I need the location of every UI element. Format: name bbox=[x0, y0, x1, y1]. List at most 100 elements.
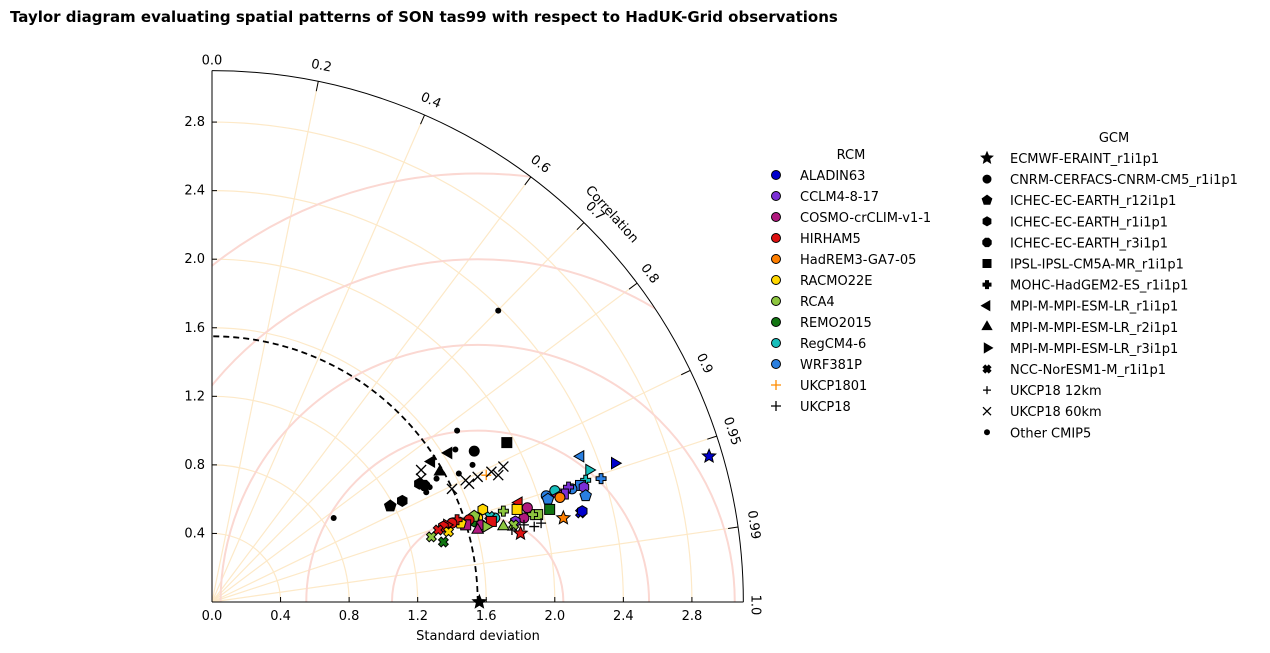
legend-gcm-marker bbox=[980, 150, 994, 164]
legend-gcm-marker bbox=[982, 280, 992, 290]
legend-gcm-marker bbox=[982, 216, 992, 227]
data-point bbox=[518, 519, 529, 530]
legend-gcm-label: NCC-NorESM1-M_r1i1p1 bbox=[1010, 363, 1166, 378]
x-tick-label: 1.2 bbox=[407, 609, 428, 624]
legend-gcm-marker bbox=[981, 194, 993, 205]
data-point bbox=[442, 526, 455, 538]
legend-rcm-label: REMO2015 bbox=[800, 316, 872, 331]
reference-std-arc bbox=[211, 335, 479, 603]
data-point bbox=[585, 463, 597, 477]
rms-contour bbox=[212, 258, 744, 602]
data-point bbox=[572, 449, 585, 463]
data-point bbox=[455, 470, 462, 477]
correlation-grid-ray bbox=[211, 176, 532, 603]
data-point bbox=[471, 522, 485, 534]
legend-gcm-label: ICHEC-EC-EARTH_r3i1p1 bbox=[1010, 236, 1168, 251]
rms-contour bbox=[305, 429, 651, 602]
chart-title: Taylor diagram evaluating spatial patter… bbox=[10, 8, 838, 26]
legend-rcm-label: UKCP18 bbox=[800, 400, 851, 415]
data-point bbox=[579, 489, 592, 502]
correlation-tick-label: 0.6 bbox=[527, 152, 553, 176]
axes-layer: 0.0 0.4 0.4 0.8 0.8 1.2 1.2 1.6 1.6 2.0 2.0 2.4 2.4 2… bbox=[184, 54, 763, 624]
data-point bbox=[521, 502, 533, 514]
legend-rcm-label: COSMO-crCLIM-v1-1 bbox=[800, 211, 931, 226]
data-point bbox=[477, 503, 489, 516]
legend-gcm: GCM ECMWF-ERAINT_r1i1p1 CNRM-CERFACS-CNRM… bbox=[980, 131, 1238, 441]
legend-gcm-label: UKCP18 12km bbox=[1010, 384, 1102, 399]
data-point bbox=[497, 505, 509, 517]
legend-rcm-marker bbox=[771, 338, 781, 348]
std-grid-arc bbox=[211, 121, 693, 603]
y-tick-label: 0.4 bbox=[184, 526, 205, 541]
legend-gcm-label: ICHEC-EC-EARTH_r1i1p1 bbox=[1010, 215, 1168, 230]
correlation-tick-label: 0.8 bbox=[637, 261, 661, 287]
data-point bbox=[554, 491, 566, 503]
legend-gcm-label: UKCP18 60km bbox=[1010, 405, 1102, 420]
data-point bbox=[452, 446, 459, 453]
correlation-tick bbox=[728, 526, 739, 529]
x-axis-label: Standard deviation bbox=[416, 629, 540, 644]
correlation-tick-label: 0.4 bbox=[418, 90, 443, 112]
legend-rcm-label: ALADIN63 bbox=[800, 169, 865, 184]
y-tick-label: 2.8 bbox=[184, 115, 205, 130]
y-tick-label: 1.2 bbox=[184, 389, 205, 404]
data-point bbox=[482, 520, 494, 534]
x-tick-label: 0.0 bbox=[202, 609, 223, 624]
legend-rcm-label: CCLM4-8-17 bbox=[800, 190, 879, 205]
data-point bbox=[701, 447, 717, 464]
correlation-arc bbox=[211, 70, 744, 603]
legend-rcm-marker bbox=[771, 359, 781, 369]
legend-rcm-marker bbox=[771, 191, 781, 201]
legend-rcm-marker bbox=[771, 233, 781, 243]
x-tick-label: 2.0 bbox=[544, 609, 565, 624]
legend-gcm-marker bbox=[983, 342, 994, 354]
correlation-grid-ray bbox=[211, 369, 691, 603]
legend-gcm-label: IPSL-IPSL-CM5A-MR_r1i1p1 bbox=[1010, 258, 1184, 273]
y-tick-label: 1.6 bbox=[184, 321, 205, 336]
legend-rcm-marker bbox=[771, 254, 781, 264]
legend-rcm-label: UKCP1801 bbox=[800, 379, 867, 394]
y-tick-label: 0.8 bbox=[184, 458, 205, 473]
legend-gcm-label: MOHC-HadGEM2-ES_r1i1p1 bbox=[1010, 279, 1188, 294]
correlation-tick bbox=[524, 176, 532, 186]
legend-gcm-marker bbox=[983, 386, 991, 395]
legend-rcm-marker bbox=[771, 317, 781, 327]
data-point bbox=[544, 503, 556, 515]
legend-gcm-marker bbox=[981, 320, 993, 331]
legend-rcm-label: RegCM4-6 bbox=[800, 337, 866, 352]
data-point bbox=[454, 427, 461, 434]
correlation-tick-label: 0.2 bbox=[310, 57, 333, 76]
data-point bbox=[555, 509, 572, 525]
legend-gcm-marker bbox=[982, 174, 992, 184]
legend-gcm-label: Other CMIP5 bbox=[1010, 426, 1091, 441]
data-point bbox=[460, 474, 472, 486]
data-point bbox=[563, 481, 575, 493]
data-point bbox=[536, 518, 547, 529]
data-point bbox=[383, 499, 397, 512]
data-point bbox=[423, 454, 436, 468]
legend-gcm-marker bbox=[980, 300, 991, 312]
legend-gcm-label: MPI-M-MPI-ESM-LR_r3i1p1 bbox=[1010, 342, 1178, 357]
legend-rcm-label: HIRHAM5 bbox=[800, 232, 861, 247]
points-layer bbox=[330, 307, 717, 609]
correlation-tick-label: 0.0 bbox=[202, 54, 223, 69]
legend-rcm-label: WRF381P bbox=[800, 358, 862, 373]
data-point bbox=[492, 469, 504, 481]
data-point bbox=[611, 456, 623, 470]
data-point bbox=[426, 484, 433, 491]
x-tick-label: 1.6 bbox=[476, 609, 497, 624]
legend-rcm-marker bbox=[771, 401, 781, 411]
data-point bbox=[496, 519, 510, 531]
data-point bbox=[469, 461, 476, 468]
std-grid-arc bbox=[211, 190, 624, 603]
x-tick-label: 0.4 bbox=[270, 609, 291, 624]
data-point bbox=[397, 494, 408, 507]
data-point bbox=[512, 525, 529, 541]
data-point bbox=[481, 470, 492, 481]
correlation-grid-ray bbox=[211, 526, 739, 603]
legend-rcm-marker bbox=[771, 170, 781, 180]
std-grid-arc bbox=[211, 464, 350, 603]
data-point bbox=[497, 461, 509, 473]
data-point bbox=[415, 464, 427, 476]
y-tick-label: 2.4 bbox=[184, 184, 205, 199]
